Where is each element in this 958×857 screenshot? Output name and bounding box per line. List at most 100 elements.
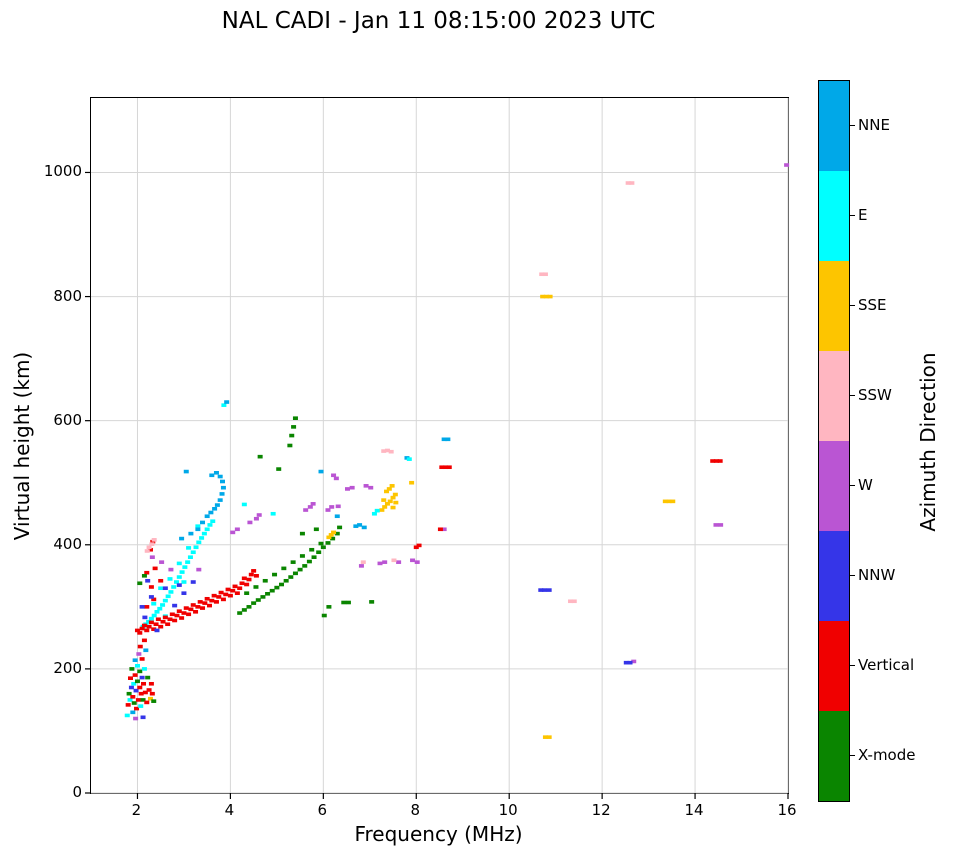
colorbar — [818, 80, 850, 802]
data-point — [129, 667, 135, 671]
data-point — [158, 586, 164, 591]
data-point — [289, 433, 295, 438]
data-point — [201, 531, 207, 536]
data-point — [713, 523, 719, 527]
data-point — [218, 590, 224, 595]
data-point — [146, 545, 152, 550]
data-point — [299, 531, 305, 536]
data-point — [257, 454, 263, 459]
data-point — [290, 560, 296, 564]
data-point — [144, 605, 150, 609]
data-point — [200, 606, 206, 610]
data-point — [234, 527, 240, 532]
data-point — [134, 706, 140, 711]
data-point — [337, 525, 343, 530]
data-point — [330, 536, 336, 541]
data-point — [171, 585, 177, 589]
colorbar-category-label: E — [858, 206, 868, 224]
data-point — [387, 499, 393, 504]
data-point — [186, 546, 192, 550]
data-point — [246, 605, 252, 609]
colorbar-tick — [850, 395, 855, 396]
data-point — [389, 484, 395, 488]
data-point — [182, 565, 188, 569]
data-point — [167, 617, 173, 622]
data-point — [270, 511, 276, 516]
data-point — [181, 580, 187, 584]
data-point — [176, 609, 182, 613]
data-point — [134, 679, 140, 684]
data-point — [241, 576, 247, 581]
scatter-points — [124, 163, 790, 739]
data-point — [148, 585, 154, 589]
data-point — [211, 593, 217, 598]
y-tick-label: 1000 — [43, 162, 82, 181]
data-point — [151, 699, 157, 703]
data-point — [311, 555, 317, 559]
data-point — [130, 710, 136, 715]
data-point — [132, 658, 138, 663]
data-point — [381, 449, 387, 453]
colorbar-band-vertical — [819, 621, 849, 711]
data-point — [320, 545, 326, 550]
data-point — [568, 599, 574, 604]
data-point — [139, 605, 145, 609]
data-point — [388, 449, 394, 454]
data-point — [137, 631, 143, 635]
data-point — [146, 624, 152, 629]
data-point — [666, 499, 672, 504]
colorbar-band-e — [819, 171, 849, 261]
data-point — [134, 663, 140, 668]
x-axis-label: Frequency (MHz) — [354, 822, 523, 846]
data-point — [244, 591, 250, 595]
data-point — [331, 530, 337, 535]
data-point — [196, 567, 202, 572]
data-point — [328, 533, 334, 537]
data-point — [179, 570, 185, 574]
data-point — [147, 547, 153, 552]
data-point — [140, 715, 146, 720]
data-point — [125, 703, 131, 707]
data-point — [217, 474, 223, 479]
data-point — [302, 564, 308, 568]
data-point — [190, 550, 196, 555]
data-point — [333, 476, 339, 481]
data-point — [148, 620, 154, 625]
data-point — [241, 502, 247, 507]
data-point — [349, 485, 355, 490]
data-point — [168, 590, 174, 594]
data-point — [196, 540, 202, 545]
data-point — [224, 400, 230, 404]
data-point — [137, 685, 143, 690]
data-point — [439, 465, 445, 470]
colorbar-tick — [850, 305, 855, 306]
y-tick-label: 0 — [72, 783, 82, 801]
x-tick-label: 8 — [410, 801, 421, 819]
data-point — [142, 690, 148, 695]
data-point — [230, 588, 236, 593]
data-point — [396, 560, 402, 564]
y-tick-label: 400 — [53, 534, 82, 553]
data-point — [165, 622, 171, 627]
colorbar-tick — [850, 125, 855, 126]
data-point — [239, 581, 245, 586]
data-point — [124, 713, 130, 718]
colorbar-category-label: Vertical — [858, 656, 915, 674]
y-tick-label: 600 — [53, 410, 82, 429]
data-point — [128, 685, 134, 690]
data-point — [146, 619, 152, 624]
data-point — [232, 584, 238, 589]
data-point — [631, 659, 637, 664]
colorbar-tick — [850, 755, 855, 756]
data-point — [133, 716, 139, 721]
data-point — [382, 560, 388, 564]
data-point — [141, 574, 147, 578]
data-point — [216, 595, 222, 599]
data-point — [204, 527, 210, 532]
data-point — [195, 524, 201, 528]
data-point — [162, 598, 168, 603]
data-point — [138, 704, 144, 708]
data-point — [208, 510, 214, 515]
data-point — [131, 681, 137, 686]
